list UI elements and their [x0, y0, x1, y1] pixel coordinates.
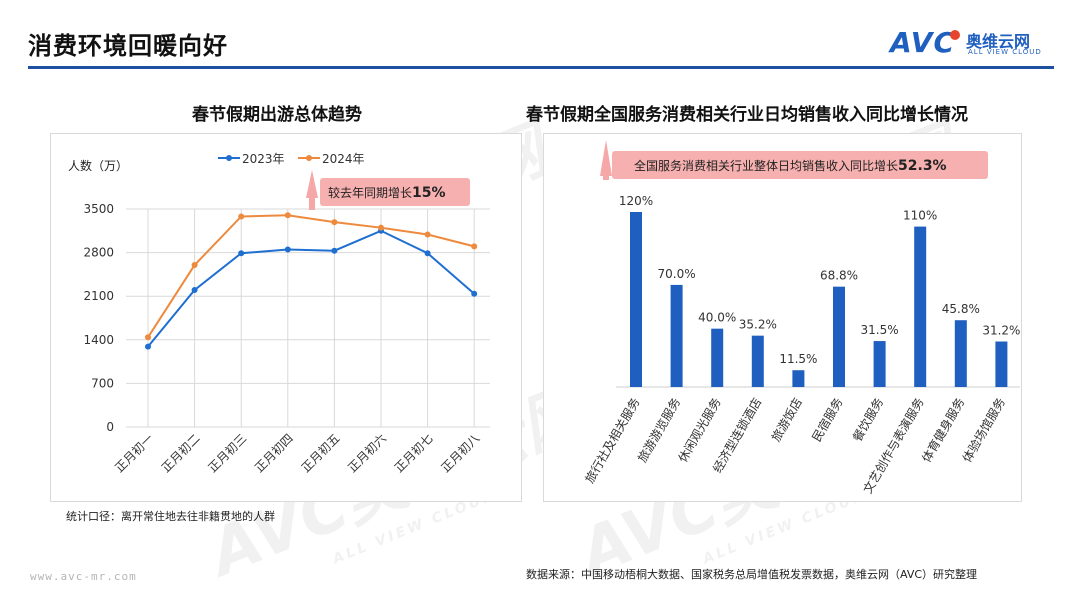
data-point [471, 243, 478, 250]
data-point [238, 250, 245, 257]
x-tick-label: 正月初六 [345, 431, 389, 475]
data-point [284, 246, 291, 253]
bar [873, 341, 886, 387]
up-arrow-icon [306, 170, 318, 198]
x-tick-label: 正月初八 [438, 431, 482, 475]
y-axis-label: 人数（万） [68, 158, 128, 173]
bar-category-label: 餐饮服务 [849, 395, 886, 444]
growth-callout-value: 15% [412, 185, 446, 201]
bar-value-label: 45.8% [942, 302, 980, 316]
bar-value-label: 70.0% [658, 267, 696, 281]
growth-callout-box [320, 178, 470, 206]
up-arrow-icon [600, 140, 612, 176]
website-url: www.avc-mr.com [30, 570, 137, 583]
brand-logo: AVC 奥维云网 ALL VIEW CLOUD [890, 26, 1060, 60]
data-point [284, 212, 291, 219]
growth-callout-text: 较去年同期增长15% [328, 185, 446, 201]
left-chart-title: 春节假期出游总体趋势 [192, 105, 362, 125]
bar-value-label: 110% [903, 209, 937, 223]
bar-value-label: 31.2% [982, 324, 1020, 338]
bar [995, 341, 1008, 387]
bar-chart-panel [543, 133, 1022, 502]
x-tick-label: 正月初一 [112, 431, 156, 475]
title-divider [28, 66, 1054, 69]
bar [914, 226, 927, 387]
page-title: 消费环境回暖向好 [28, 32, 228, 60]
x-tick-label: 正月初三 [205, 431, 249, 475]
y-tick-label: 2100 [83, 289, 114, 303]
bar-category-label: 体验场馆服务 [959, 395, 1008, 465]
bar-value-label: 40.0% [698, 311, 736, 325]
y-tick-label: 1400 [83, 333, 114, 347]
y-tick-label: 700 [91, 376, 114, 390]
total-growth-callout-text: 全国服务消费相关行业整体日均销售收入同比增长52.3% [634, 158, 947, 174]
bar-category-label: 旅游饭店 [769, 396, 805, 445]
brand-dot-icon [950, 30, 960, 40]
data-source-note: 数据来源：中国移动梧桐大数据、国家税务总局增值税发票数据，奥维云网（AVC）研究… [526, 568, 978, 581]
data-point [424, 231, 431, 238]
data-point [331, 219, 338, 226]
data-point [191, 286, 198, 293]
x-tick-label: 正月初五 [299, 431, 343, 475]
brand-name-en: ALL VIEW CLOUD [968, 48, 1042, 56]
x-tick-label: 正月初四 [252, 431, 296, 475]
y-tick-label: 2800 [83, 246, 114, 260]
bar-value-label: 11.5% [779, 352, 817, 366]
data-point [191, 262, 198, 269]
bar [630, 212, 642, 387]
x-tick-label: 正月初二 [159, 431, 203, 475]
data-point [424, 250, 431, 257]
bar [833, 286, 845, 387]
series-line-2024年 [147, 214, 475, 338]
bar-value-label: 68.8% [820, 269, 858, 283]
bar [670, 284, 683, 387]
legend-label: 2023年 [242, 152, 285, 166]
bar-value-label: 35.2% [739, 318, 777, 332]
total-growth-callout-value: 52.3% [898, 158, 947, 174]
data-point [145, 334, 151, 341]
bar-value-label: 31.5% [861, 323, 899, 337]
y-tick-label: 0 [106, 420, 114, 434]
bar [711, 328, 724, 387]
bar-category-label: 旅游游览服务 [634, 395, 683, 465]
data-point [145, 343, 151, 350]
bar [751, 335, 764, 387]
bar-category-label: 民宿服务 [809, 395, 846, 444]
stat-caliber-note: 统计口径：离开常住地去往非籍贯地的人群 [66, 510, 275, 523]
bar-category-label: 旅行社及相关服务 [582, 395, 643, 486]
bar-category-label: 体育健身服务 [918, 395, 967, 465]
series-line-2023年 [147, 229, 475, 348]
bar-value-label: 120% [619, 194, 653, 208]
brand-name-cn: 奥维云网 [966, 32, 1031, 51]
y-tick-label: 3500 [83, 202, 114, 216]
legend-label: 2024年 [322, 152, 365, 166]
up-arrow-shaft [603, 174, 609, 180]
bar [954, 320, 967, 387]
data-point [331, 247, 338, 254]
up-arrow-shaft [309, 196, 315, 210]
total-growth-callout-box [612, 151, 988, 179]
right-chart-title: 春节假期全国服务消费相关行业日均销售收入同比增长情况 [526, 105, 968, 125]
brand-logo-text: AVC [890, 26, 955, 59]
data-point [378, 224, 384, 231]
data-point [238, 213, 245, 220]
data-point [471, 290, 478, 297]
bar [792, 370, 805, 387]
legend-marker [306, 155, 312, 161]
x-tick-label: 正月初七 [392, 431, 436, 475]
bar-category-label: 休闲观光服务 [675, 395, 724, 465]
legend-marker [226, 155, 232, 161]
